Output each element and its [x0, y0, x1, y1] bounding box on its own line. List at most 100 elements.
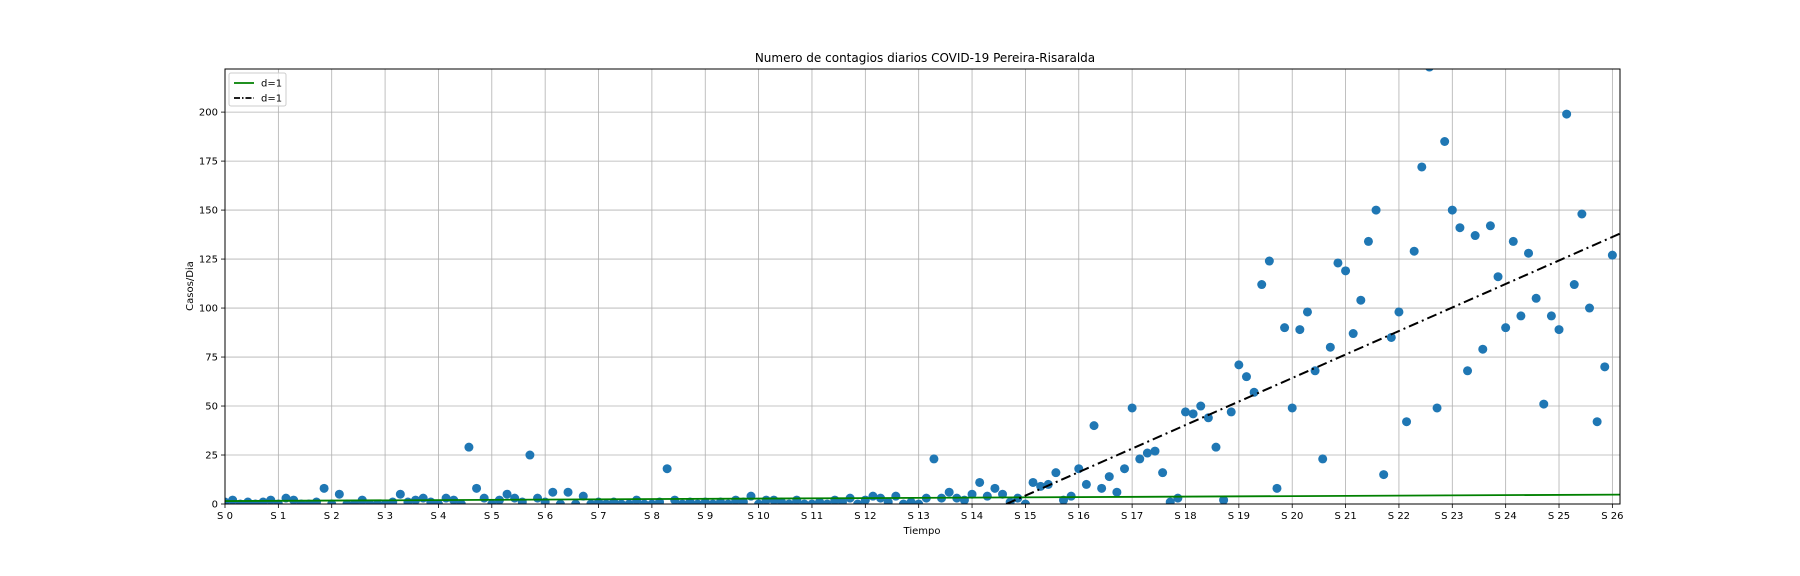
- data-point: [403, 497, 413, 504]
- x-axis: S 0 S 1 S 2 S 3 S 4 S 5 S 6 S 7 S 8 S 9 S 10 S 11 S …: [217, 504, 1624, 522]
- data-point: [1577, 209, 1587, 219]
- data-point: [799, 499, 809, 504]
- data-point: [898, 499, 908, 504]
- data-point: [792, 495, 802, 504]
- data-point: [784, 499, 794, 504]
- data-point: [464, 442, 474, 452]
- data-point: [1333, 258, 1343, 268]
- x-tick-label: S 7: [591, 511, 607, 522]
- data-point: [1417, 162, 1427, 172]
- data-point: [578, 491, 588, 501]
- y-axis-label: Casos/Dia: [185, 261, 196, 311]
- x-tick-label: S 15: [1014, 511, 1036, 522]
- data-point: [228, 495, 238, 504]
- data-point: [1287, 403, 1297, 413]
- x-tick-label: S 19: [1228, 511, 1250, 522]
- data-point: [1562, 109, 1572, 119]
- data-point: [1219, 495, 1229, 504]
- x-tick-label: S 21: [1334, 511, 1356, 522]
- data-point: [967, 489, 977, 499]
- data-point: [1158, 468, 1168, 478]
- data-point: [1524, 248, 1534, 258]
- x-tick-label: S 8: [644, 511, 660, 522]
- data-point: [1363, 236, 1373, 246]
- y-tick-label: 100: [199, 304, 218, 315]
- data-point: [830, 495, 840, 504]
- y-tick-label: 50: [205, 402, 218, 413]
- x-tick-label: S 1: [270, 511, 286, 522]
- x-tick-label: S 6: [537, 511, 553, 522]
- x-tick-label: S 14: [961, 511, 983, 522]
- data-point: [334, 489, 344, 499]
- data-point: [1028, 477, 1038, 487]
- y-tick-label: 75: [205, 353, 218, 364]
- data-point: [1150, 446, 1160, 456]
- x-tick-label: S 17: [1121, 511, 1143, 522]
- data-point: [998, 489, 1008, 499]
- x-tick-label: S 11: [801, 511, 823, 522]
- data-point: [289, 495, 299, 504]
- data-point: [1036, 481, 1046, 491]
- legend-label: d=1: [261, 79, 282, 90]
- data-point: [1501, 323, 1511, 333]
- data-point: [1234, 360, 1244, 370]
- data-point: [1188, 409, 1198, 419]
- data-point: [1592, 417, 1602, 427]
- data-point: [990, 483, 1000, 493]
- x-tick-label: S 16: [1068, 511, 1090, 522]
- data-point: [388, 497, 398, 504]
- data-point: [479, 493, 489, 503]
- data-point: [441, 493, 451, 503]
- data-point: [891, 491, 901, 501]
- x-tick-label: S 24: [1495, 511, 1517, 522]
- data-point: [1241, 372, 1251, 382]
- x-tick-label: S 13: [908, 511, 930, 522]
- y-tick-label: 0: [212, 500, 218, 511]
- data-point: [1280, 323, 1290, 333]
- data-point: [1493, 272, 1503, 282]
- data-point: [1097, 483, 1107, 493]
- data-point: [914, 499, 924, 504]
- x-tick-label: S 10: [747, 511, 769, 522]
- x-tick-label: S 20: [1281, 511, 1303, 522]
- data-point: [624, 499, 634, 504]
- data-point: [533, 493, 543, 503]
- data-point: [822, 499, 832, 504]
- data-point: [1425, 69, 1434, 72]
- data-point: [883, 497, 893, 504]
- data-point: [1112, 487, 1122, 497]
- data-point: [319, 483, 329, 493]
- data-point: [1585, 303, 1595, 313]
- data-point: [1485, 221, 1495, 231]
- data-point: [1569, 280, 1579, 290]
- data-point: [670, 495, 680, 504]
- data-point: [1508, 236, 1518, 246]
- data-point: [1074, 464, 1084, 474]
- data-point: [1554, 325, 1564, 335]
- data-point: [1272, 483, 1282, 493]
- data-point: [1203, 413, 1213, 423]
- data-point: [1249, 387, 1259, 397]
- data-point: [472, 483, 482, 493]
- data-point: [1066, 491, 1076, 501]
- data-point: [906, 497, 916, 504]
- data-point: [982, 491, 992, 501]
- data-point: [1607, 250, 1617, 260]
- data-point: [1226, 407, 1236, 417]
- data-point: [525, 450, 535, 460]
- data-point: [1211, 442, 1221, 452]
- data-point: [1432, 403, 1442, 413]
- y-tick-label: 200: [199, 108, 218, 119]
- y-tick-label: 175: [199, 157, 218, 168]
- x-tick-label: S 2: [324, 511, 340, 522]
- data-point: [1463, 366, 1473, 376]
- x-tick-label: S 3: [377, 511, 393, 522]
- data-point: [1051, 468, 1061, 478]
- data-point: [1020, 499, 1030, 504]
- data-point: [1455, 223, 1465, 233]
- data-point: [731, 495, 741, 504]
- x-tick-label: S 5: [484, 511, 500, 522]
- data-point: [677, 499, 687, 504]
- data-point: [563, 487, 573, 497]
